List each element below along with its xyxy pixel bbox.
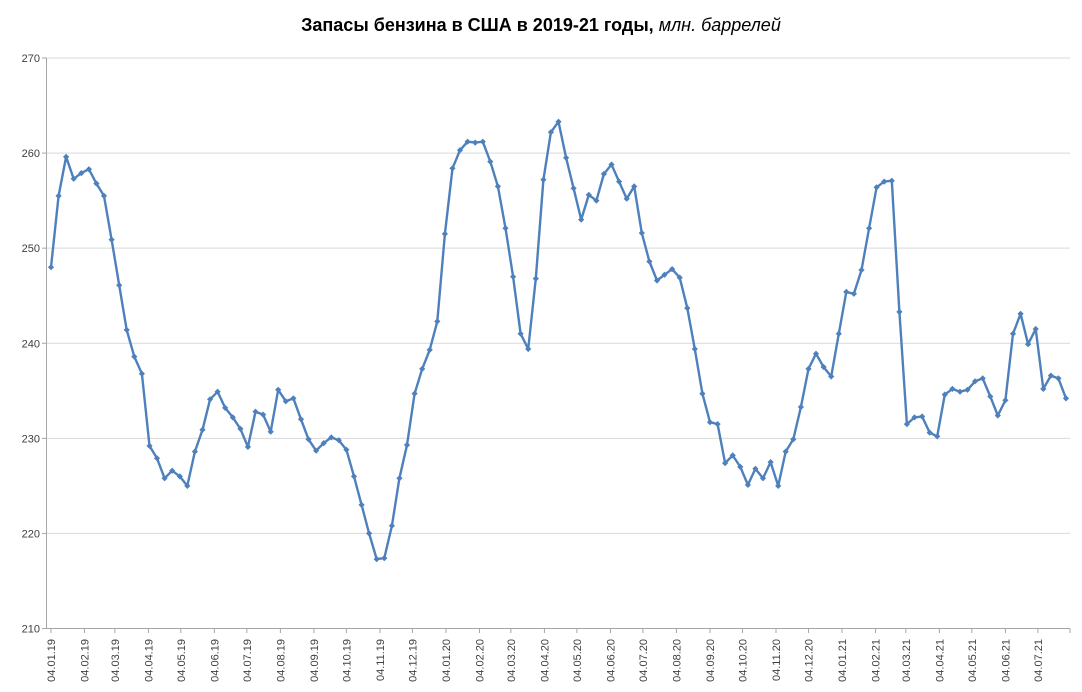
x-axis-tick-label: 04.06.19 xyxy=(209,639,221,682)
x-axis-tick-label: 04.02.20 xyxy=(475,639,487,682)
data-point-markers xyxy=(47,118,1070,563)
x-axis-tick-label: 04.03.21 xyxy=(901,639,913,682)
y-axis-tick-label: 230 xyxy=(22,433,40,445)
gridlines xyxy=(46,57,1070,534)
x-axis-tick-label: 04.04.21 xyxy=(934,639,946,682)
x-axis-tick-label: 04.07.19 xyxy=(242,639,254,682)
x-axis-tick-label: 04.01.19 xyxy=(46,639,58,682)
x-axis-tick-label: 04.03.19 xyxy=(110,639,122,682)
x-axis-tick-label: 04.01.21 xyxy=(837,639,849,682)
x-axis-tick-label: 04.03.20 xyxy=(506,639,518,682)
y-axis-tick-label: 250 xyxy=(22,243,40,255)
x-axis-tick-label: 04.10.20 xyxy=(737,639,749,682)
chart-title: Запасы бензина в США в 2019-21 годы, млн… xyxy=(301,15,781,35)
x-axis-tick-label: 04.04.19 xyxy=(143,639,155,682)
data-series xyxy=(47,118,1070,563)
x-axis-tick-label: 04.02.19 xyxy=(80,639,92,682)
x-axis-tick-label: 04.09.19 xyxy=(309,639,321,682)
x-axis-tick-label: 04.11.19 xyxy=(375,639,387,681)
y-axis-tick-label: 220 xyxy=(22,528,40,540)
x-axis-tick-label: 04.09.20 xyxy=(705,639,717,682)
x-axis-tick-label: 04.07.20 xyxy=(638,639,650,682)
y-axis-tick-label: 260 xyxy=(22,148,40,160)
axis-labels: 210 220 230 240 250 260 270 04.01.19 04.02.19 04.… xyxy=(22,53,1045,682)
x-axis-tick-label: 04.10.19 xyxy=(341,639,353,682)
x-axis-tick-label: 04.01.20 xyxy=(441,639,453,682)
chart-title-unit: млн. баррелей xyxy=(654,15,781,35)
x-axis-tick-label: 04.08.20 xyxy=(671,639,683,682)
x-axis-tick-label: 04.12.20 xyxy=(803,639,815,682)
x-axis-tick-label: 04.06.21 xyxy=(1000,639,1012,682)
x-axis-tick-label: 04.12.19 xyxy=(407,639,419,682)
x-axis-tick-label: 04.11.20 xyxy=(771,639,783,681)
chart-title-main: Запасы бензина в США в 2019-21 годы, xyxy=(301,15,654,35)
x-axis-tick-label: 04.06.20 xyxy=(605,639,617,682)
axes xyxy=(42,57,1071,633)
y-axis-tick-label: 270 xyxy=(22,53,40,65)
series-line xyxy=(49,120,1068,561)
y-axis-tick-label: 210 xyxy=(22,624,40,636)
y-axis-tick-label: 240 xyxy=(22,338,40,350)
x-axis-tick-label: 04.05.21 xyxy=(967,639,979,682)
x-axis-tick-label: 04.08.19 xyxy=(275,639,287,682)
x-axis-tick-label: 04.05.19 xyxy=(176,639,188,682)
x-axis-tick-label: 04.07.21 xyxy=(1033,639,1045,682)
x-axis-tick-label: 04.02.21 xyxy=(871,639,883,682)
x-axis-tick-label: 04.05.20 xyxy=(572,639,584,682)
x-axis-tick-label: 04.04.20 xyxy=(539,639,551,682)
